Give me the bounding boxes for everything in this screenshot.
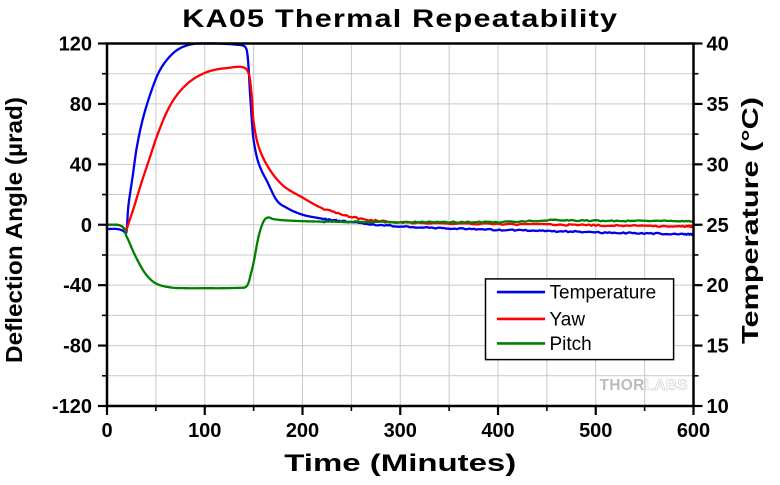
svg-text:20: 20 bbox=[707, 275, 729, 297]
svg-text:200: 200 bbox=[286, 420, 319, 442]
svg-text:40: 40 bbox=[70, 154, 92, 176]
svg-text:Yaw: Yaw bbox=[550, 309, 586, 330]
svg-text:0: 0 bbox=[81, 215, 92, 237]
svg-text:35: 35 bbox=[707, 94, 729, 116]
svg-text:300: 300 bbox=[384, 420, 417, 442]
svg-text:80: 80 bbox=[70, 94, 92, 116]
svg-text:120: 120 bbox=[59, 34, 92, 56]
svg-text:Pitch: Pitch bbox=[550, 334, 592, 355]
svg-text:Temperature: Temperature bbox=[550, 283, 657, 304]
svg-text:KA05 Thermal Repeatability: KA05 Thermal Repeatability bbox=[182, 5, 618, 33]
svg-text:500: 500 bbox=[579, 420, 612, 442]
svg-text:Deflection Angle (µrad): Deflection Angle (µrad) bbox=[1, 97, 27, 363]
svg-text:THORLABS: THORLABS bbox=[599, 377, 688, 394]
svg-text:10: 10 bbox=[707, 396, 729, 418]
svg-text:-80: -80 bbox=[63, 336, 92, 358]
svg-text:0: 0 bbox=[101, 420, 112, 442]
svg-text:100: 100 bbox=[188, 420, 221, 442]
svg-text:600: 600 bbox=[677, 420, 710, 442]
svg-text:400: 400 bbox=[481, 420, 514, 442]
svg-text:30: 30 bbox=[707, 154, 729, 176]
svg-text:15: 15 bbox=[707, 336, 729, 358]
svg-text:Time (Minutes): Time (Minutes) bbox=[284, 450, 516, 477]
svg-text:-40: -40 bbox=[63, 275, 92, 297]
svg-text:Temperature (°C): Temperature (°C) bbox=[737, 97, 763, 344]
svg-text:-120: -120 bbox=[52, 396, 92, 418]
svg-text:25: 25 bbox=[707, 215, 729, 237]
svg-text:40: 40 bbox=[707, 34, 729, 56]
